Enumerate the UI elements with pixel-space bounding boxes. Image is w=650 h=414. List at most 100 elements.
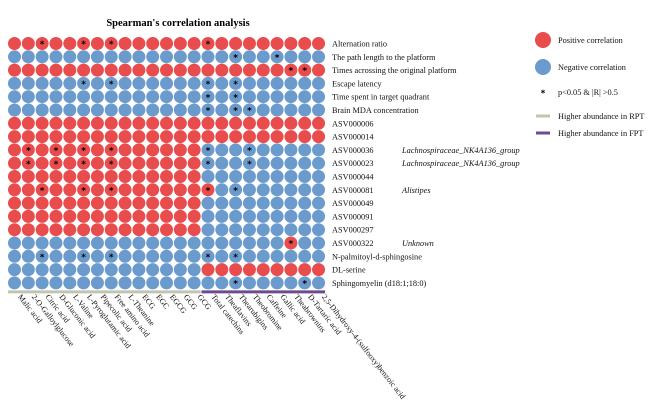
heatmap-cell xyxy=(242,63,256,77)
heatmap-cell xyxy=(284,37,298,50)
heatmap-cell xyxy=(242,196,256,210)
heatmap-cell xyxy=(118,143,132,157)
heatmap-cell xyxy=(312,130,326,144)
significance-star: * xyxy=(109,80,114,90)
heatmap-cell xyxy=(270,90,284,104)
heatmap-cell xyxy=(21,223,35,237)
significance-star: * xyxy=(81,253,86,263)
heatmap-cell xyxy=(104,223,118,237)
heatmap-cell xyxy=(63,143,77,157)
significance-star: * xyxy=(206,186,211,196)
heatmap-cell xyxy=(312,50,326,64)
heatmap-cell xyxy=(132,183,146,197)
heatmap-cell xyxy=(8,263,21,277)
heatmap-cell xyxy=(90,130,104,144)
heatmap-cell xyxy=(132,90,146,104)
significance-star: * xyxy=(247,147,252,157)
heatmap-cell xyxy=(8,76,21,90)
significance-star: * xyxy=(40,253,45,263)
heatmap-cell xyxy=(35,156,49,170)
heatmap-cell xyxy=(104,209,118,223)
heatmap-cell xyxy=(298,183,312,197)
heatmap-cell xyxy=(201,143,215,157)
row-label: ASV000322 xyxy=(332,239,374,248)
heatmap-cell xyxy=(146,50,160,64)
heatmap-cell xyxy=(187,209,201,223)
heatmap-cell xyxy=(215,249,229,263)
heatmap-cell xyxy=(35,183,49,197)
heatmap-cell xyxy=(146,183,160,197)
heatmap-cell xyxy=(242,209,256,223)
heatmap-cell xyxy=(90,143,104,157)
heatmap-cell xyxy=(270,50,284,64)
heatmap-cell xyxy=(21,276,35,290)
row-label: ASV000091 xyxy=(332,212,374,221)
heatmap-cell xyxy=(104,263,118,277)
heatmap-cell xyxy=(77,103,91,117)
heatmap-cell xyxy=(284,263,298,277)
significance-star: * xyxy=(206,93,211,103)
row-taxon-label: Lachnospiraceae_NK4A136_group xyxy=(401,146,520,155)
heatmap-cell xyxy=(90,183,104,197)
heatmap-cell xyxy=(21,196,35,210)
heatmap-cell xyxy=(49,170,63,183)
heatmap-cell xyxy=(132,37,146,50)
heatmap-cell xyxy=(229,276,243,290)
row-label: Brain MDA concentration xyxy=(332,106,419,115)
heatmap-cell xyxy=(35,223,49,237)
heatmap-cell xyxy=(242,236,256,250)
heatmap-cell xyxy=(270,63,284,77)
legend-label: Positive correlation xyxy=(558,36,624,45)
significance-star: * xyxy=(289,240,294,250)
heatmap-cell xyxy=(104,236,118,250)
heatmap-cell xyxy=(215,209,229,223)
heatmap-cell xyxy=(35,236,49,250)
heatmap-cell xyxy=(270,130,284,144)
heatmap-cell xyxy=(132,50,146,64)
heatmap-cell xyxy=(77,276,91,290)
row-label: The path length to the platform xyxy=(332,53,436,62)
heatmap-cell xyxy=(77,50,91,64)
heatmap-cell xyxy=(118,63,132,77)
significance-star: * xyxy=(247,107,252,117)
heatmap-cell xyxy=(201,37,215,50)
heatmap-cell xyxy=(63,37,77,50)
heatmap-cell xyxy=(104,50,118,64)
heatmap-cell xyxy=(146,249,160,263)
heatmap-cell xyxy=(270,249,284,263)
legend-label: Higher abundance in RPT xyxy=(558,112,644,121)
heatmap-cell xyxy=(49,130,63,144)
heatmap-cell xyxy=(118,50,132,64)
heatmap-cell xyxy=(8,170,21,183)
heatmap-cell xyxy=(201,156,215,170)
heatmap-cell xyxy=(146,130,160,144)
legend-negative-swatch xyxy=(535,59,551,75)
heatmap-cell xyxy=(187,183,201,197)
significance-star: * xyxy=(206,107,211,117)
heatmap-cell xyxy=(146,196,160,210)
significance-star: * xyxy=(109,160,114,170)
column-label: 2,5-Dihydroxy-4-(sulfooxy)benzoic acid xyxy=(320,293,407,401)
heatmap-cell xyxy=(132,156,146,170)
heatmap-cell xyxy=(8,209,21,223)
heatmap-cell xyxy=(270,236,284,250)
heatmap-cell xyxy=(173,50,187,64)
heatmap-cell xyxy=(215,130,229,144)
heatmap-cell xyxy=(284,76,298,90)
significance-star: * xyxy=(233,107,238,117)
heatmap-cell xyxy=(49,103,63,117)
heatmap-cell xyxy=(104,76,118,90)
heatmap-cell xyxy=(77,236,91,250)
heatmap-cell xyxy=(201,223,215,237)
significance-star: * xyxy=(54,147,59,157)
heatmap-cell xyxy=(201,130,215,144)
heatmap-cell xyxy=(242,156,256,170)
heatmap-cell xyxy=(118,276,132,290)
heatmap-cell xyxy=(90,37,104,50)
heatmap-cell xyxy=(256,116,270,130)
heatmap-cell xyxy=(49,236,63,250)
significance-star: * xyxy=(206,80,211,90)
heatmap-cell xyxy=(298,76,312,90)
heatmap-cell xyxy=(35,143,49,157)
heatmap-cell xyxy=(229,103,243,117)
